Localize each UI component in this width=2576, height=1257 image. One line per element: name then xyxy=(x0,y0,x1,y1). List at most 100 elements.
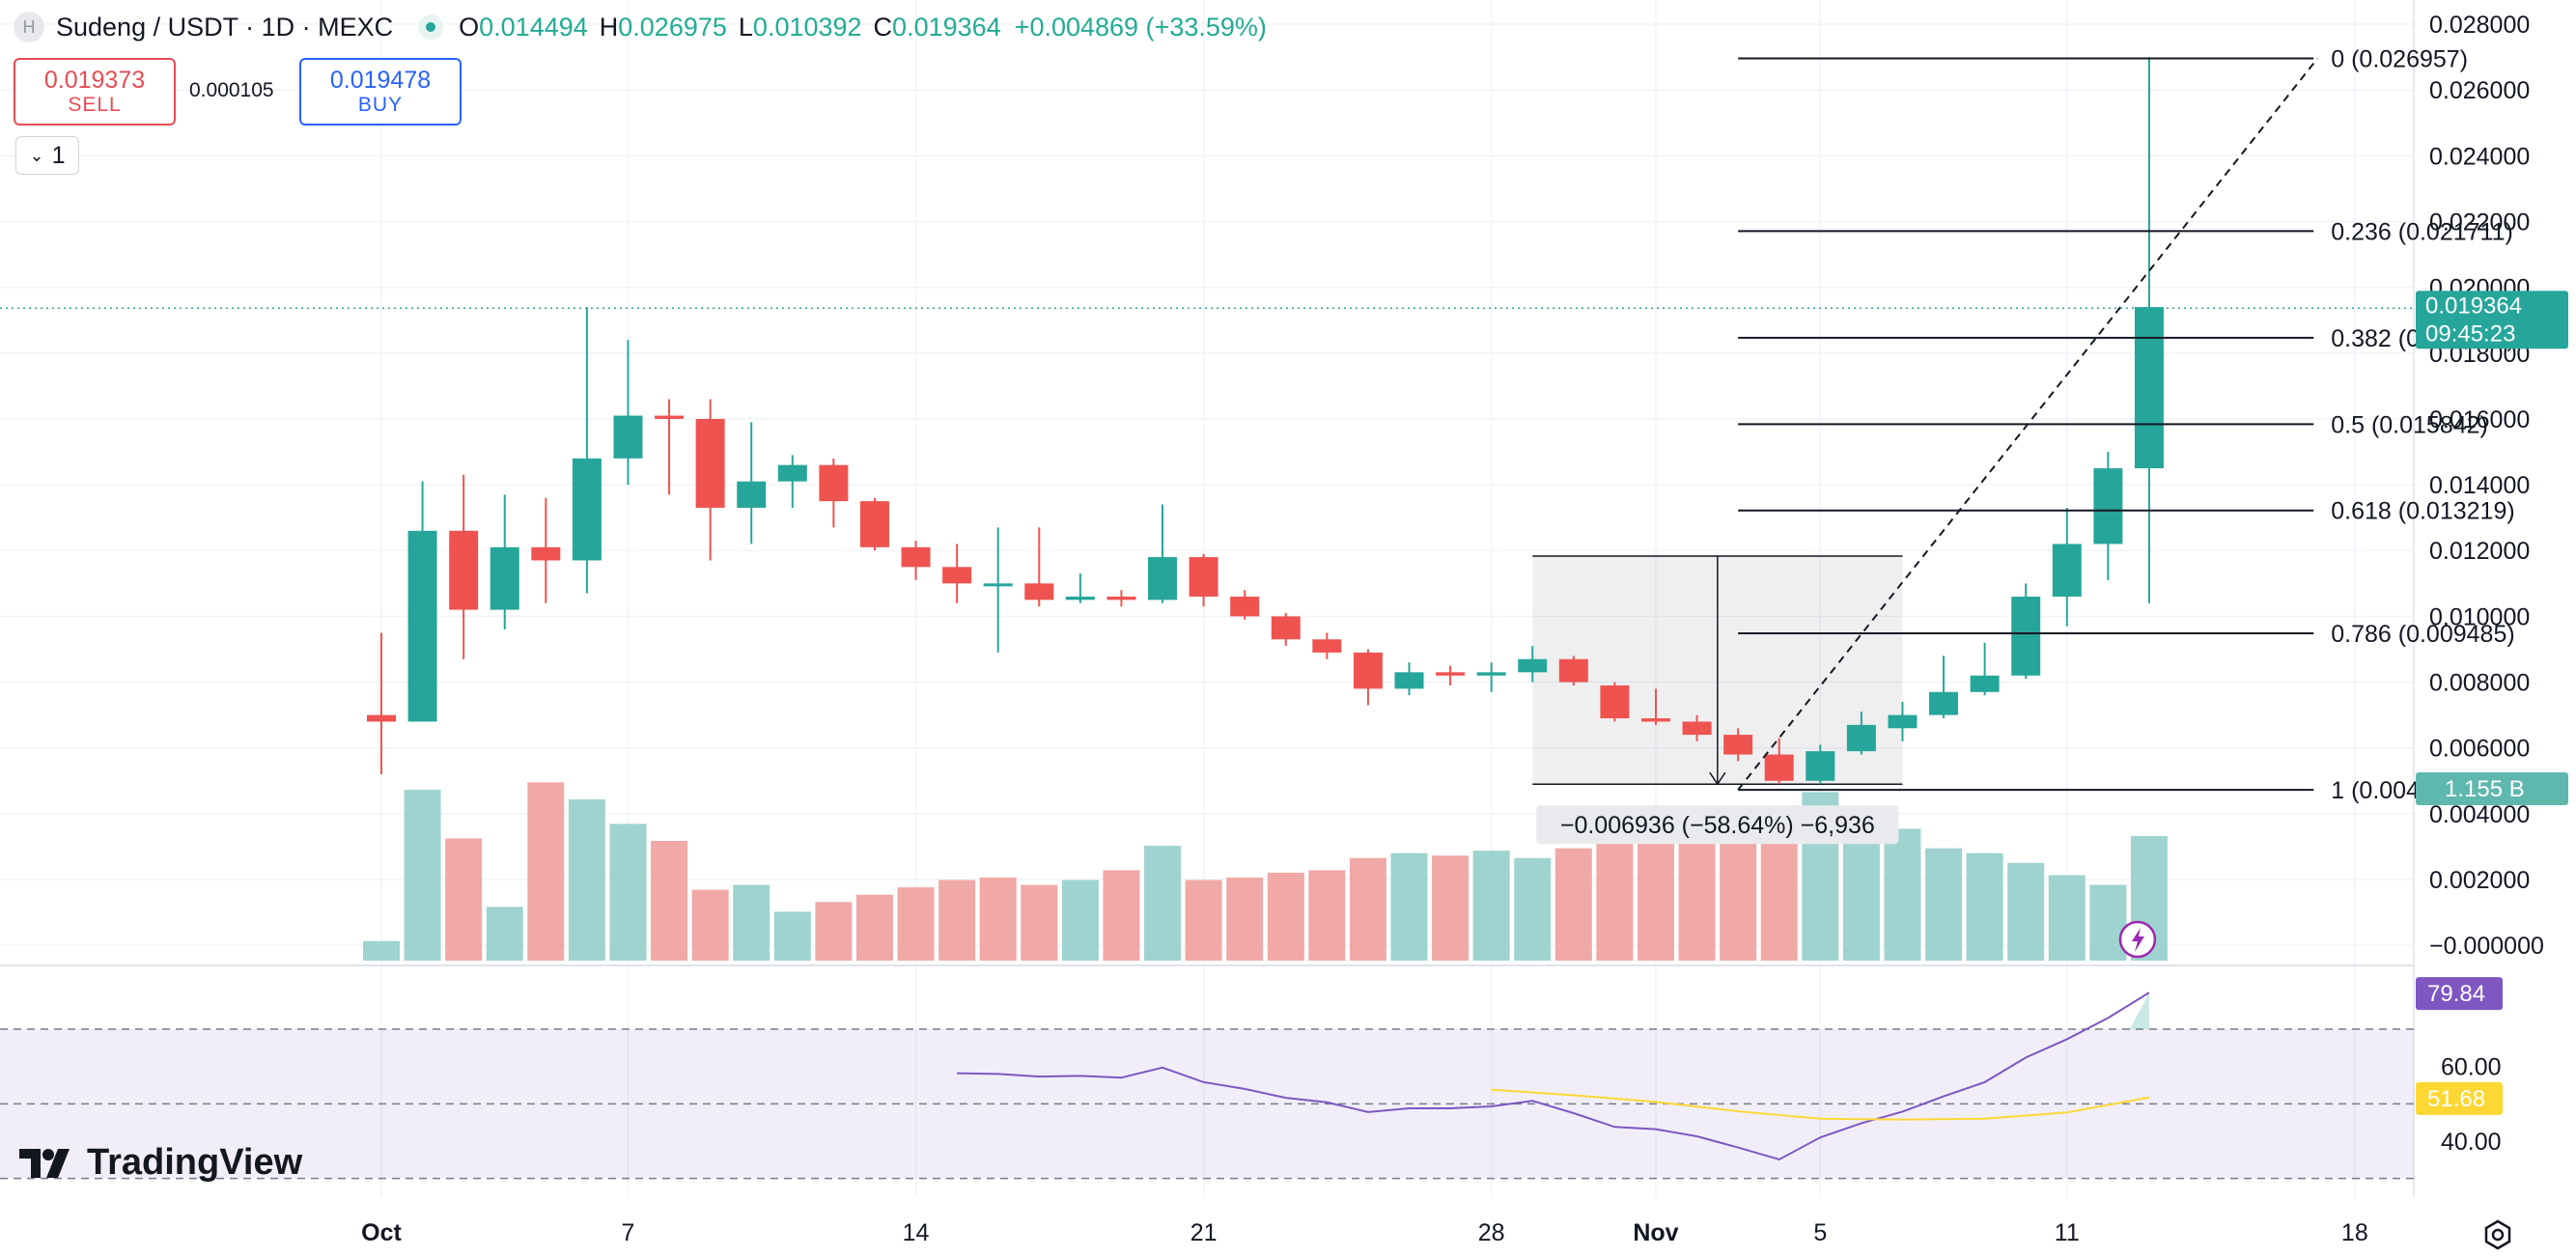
tradingview-logo-text: TradingView xyxy=(87,1142,303,1183)
candle-body xyxy=(2134,307,2164,469)
candle-body xyxy=(695,418,725,508)
rsi-lines xyxy=(957,992,2150,1161)
status-dot-icon xyxy=(418,14,444,40)
rsi-ma-line xyxy=(1491,1088,2150,1121)
high-key: H xyxy=(599,12,619,42)
buy-price: 0.019478 xyxy=(329,67,432,94)
volume-bar xyxy=(979,877,1017,961)
candle-body xyxy=(1312,639,1342,653)
volume-bar xyxy=(1185,880,1222,961)
y-tick-label: 0.026000 xyxy=(2429,77,2530,104)
y-tick-label: 0.014000 xyxy=(2429,472,2530,499)
rsi-tag-value: 79.84 xyxy=(2427,981,2485,1007)
x-tick-label: Oct xyxy=(361,1219,402,1246)
candle-body xyxy=(1600,684,1630,719)
candle-body xyxy=(1806,751,1835,781)
candle-body xyxy=(983,583,1013,587)
candle-body xyxy=(1148,557,1178,601)
measure-label: −0.006936 (−58.64%) −6,936 xyxy=(1560,812,1875,839)
current-price-tag-value: 0.019364 xyxy=(2425,293,2522,319)
volume-bar xyxy=(938,880,976,961)
measure-arrow-head xyxy=(1709,771,1726,786)
y-tick-label: 0.028000 xyxy=(2429,12,2530,39)
low-key: L xyxy=(738,12,753,42)
rsi-ma-tag xyxy=(2416,1081,2503,1115)
volume-tag-value: 1.155 B xyxy=(2445,776,2525,802)
candle-body xyxy=(1353,652,1383,689)
candle-body xyxy=(572,458,602,561)
countdown-tag-value: 09:45:23 xyxy=(2425,321,2515,347)
candle-body xyxy=(1436,672,1466,676)
candle-body xyxy=(1929,691,1959,715)
candle-body xyxy=(1723,735,1753,755)
volume-bar xyxy=(1596,841,1634,961)
volume-bar xyxy=(568,799,605,961)
indicator-count: 1 xyxy=(51,141,66,169)
y-tick-label: 0.006000 xyxy=(2429,736,2530,763)
candle-body xyxy=(777,464,807,482)
candle-body xyxy=(1682,721,1712,736)
y-tick-label: 0.002000 xyxy=(2429,867,2530,894)
y-tick-label: 0.008000 xyxy=(2429,670,2530,697)
y-tick-label: −0.000000 xyxy=(2429,933,2544,960)
rsi-line xyxy=(957,992,2150,1161)
candle-body xyxy=(490,546,519,610)
candle-body xyxy=(407,530,437,722)
y-tick-label: 0.012000 xyxy=(2429,538,2530,565)
volume-bar xyxy=(1144,846,1182,961)
volume-bar xyxy=(897,887,935,961)
rsi-tick-label: 40.00 xyxy=(2441,1129,2502,1156)
volume-bar xyxy=(2048,875,2086,961)
tradingview-logo[interactable]: TradingView xyxy=(19,1142,302,1184)
candle-body xyxy=(1476,672,1506,676)
candle-body xyxy=(1970,675,2000,692)
candle-body xyxy=(1271,616,1301,640)
volume-bar xyxy=(2007,862,2045,961)
candle-body xyxy=(1888,714,1918,729)
rsi-ma-tag-value: 51.68 xyxy=(2427,1086,2485,1112)
sell-price: 0.019373 xyxy=(43,67,146,94)
volume-bar xyxy=(855,894,893,961)
volume-bar xyxy=(1308,870,1346,961)
symbol-title[interactable]: Sudeng / USDT · 1D · MEXC xyxy=(56,12,394,42)
fib-level-label: 0.236 (0.021711) xyxy=(2331,218,2513,245)
rsi-overbought-fill xyxy=(2129,992,2149,1029)
volume-bar xyxy=(1966,852,2003,961)
y-tick-label: 0.010000 xyxy=(2429,603,2530,630)
volume-bar xyxy=(691,889,729,961)
volume-bar xyxy=(527,782,565,961)
volume-bar xyxy=(1720,824,1757,961)
candle-body xyxy=(655,415,685,419)
volume-bar xyxy=(1226,877,1264,961)
candle-body xyxy=(1394,672,1424,689)
gear-icon[interactable] xyxy=(2481,1218,2514,1251)
y-tick-label: 0.022000 xyxy=(2429,209,2530,236)
grid xyxy=(0,0,2415,1197)
candle-body xyxy=(2011,596,2041,676)
candle-body xyxy=(1518,658,1548,673)
fib-trend-line xyxy=(1737,57,2319,791)
x-tick-label: 21 xyxy=(1190,1219,1218,1246)
buy-button[interactable]: 0.019478 BUY xyxy=(299,58,462,126)
volume-bar xyxy=(486,907,523,961)
chevron-down-icon: ⌄ xyxy=(29,145,44,165)
sell-label: SELL xyxy=(68,94,122,116)
fib-level-label: 0.618 (0.013219) xyxy=(2331,498,2514,525)
axes: 0.0280000.0260000.0240000.0220000.020000… xyxy=(0,12,2568,1246)
volume-bar xyxy=(1678,825,1716,961)
volume-bar xyxy=(1514,857,1552,961)
volume-bar xyxy=(1267,872,1304,961)
buy-label: BUY xyxy=(357,94,404,116)
open-key: O xyxy=(459,12,480,42)
sell-button[interactable]: 0.019373 SELL xyxy=(14,58,176,126)
volume-bar xyxy=(1390,852,1428,961)
fib-level-label: 0.786 (0.009485) xyxy=(2331,621,2514,648)
volume-bar xyxy=(609,824,647,961)
volume-bar xyxy=(1349,857,1386,961)
indicator-collapse-button[interactable]: ⌄ 1 xyxy=(15,136,79,175)
volume-bar xyxy=(1554,848,1592,961)
volume-bar xyxy=(1472,851,1510,961)
rsi-tick-label: 60.00 xyxy=(2441,1054,2502,1081)
candle-body xyxy=(1024,583,1054,601)
